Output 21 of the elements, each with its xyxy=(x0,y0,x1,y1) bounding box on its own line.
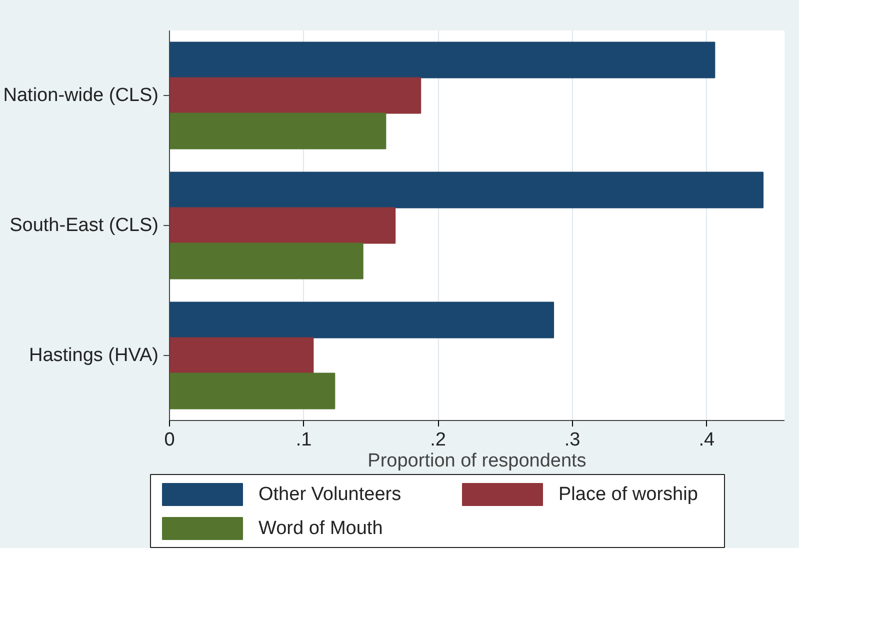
bar xyxy=(170,337,314,374)
y-tick-label: Nation-wide (CLS) xyxy=(3,85,159,106)
bar xyxy=(170,207,396,244)
bar xyxy=(170,302,554,338)
x-tick-label: .2 xyxy=(430,430,446,450)
x-axis-title: Proportion of respondents xyxy=(368,450,586,472)
x-tick-label: .3 xyxy=(564,430,580,450)
bar xyxy=(170,172,764,208)
x-tick-label: .4 xyxy=(698,430,715,450)
bar xyxy=(170,242,364,280)
bar xyxy=(170,372,336,410)
legend-label: Place of worship xyxy=(558,484,698,505)
x-tick-label: 0 xyxy=(164,430,175,450)
y-tick-label: South-East (CLS) xyxy=(10,215,159,236)
bar xyxy=(170,42,716,78)
legend-label: Other Volunteers xyxy=(258,484,402,505)
legend-label: Word of Mouth xyxy=(258,518,383,539)
y-tick-label: Hastings (HVA) xyxy=(28,345,159,366)
x-tick-label: .1 xyxy=(296,430,312,450)
bar xyxy=(170,112,386,150)
bar xyxy=(170,77,422,114)
